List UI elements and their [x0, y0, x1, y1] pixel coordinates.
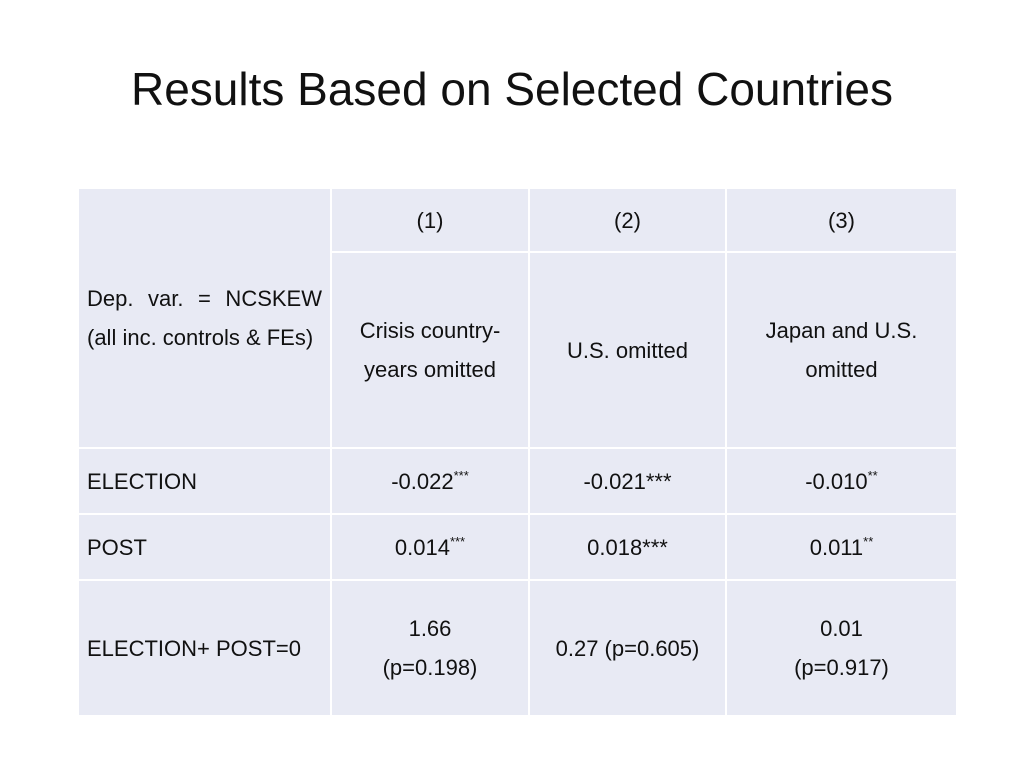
cell-election-3: -0.010** [725, 447, 958, 515]
table-row-post: POST 0.014*** 0.018*** 0.011** [77, 513, 958, 581]
column-description-2-line1: U.S. omitted [566, 337, 689, 363]
column-number-2: (2) [528, 187, 727, 253]
table-row-election: ELECTION -0.022*** -0.021*** -0.010** [77, 447, 958, 515]
column-number-3: (3) [725, 187, 958, 253]
cell-value: 0.018*** [587, 534, 668, 560]
cell-test-1-line1: 1.66 [408, 616, 452, 641]
table-description-row: Crisis country- years omitted U.S. omitt… [78, 251, 958, 449]
column-description-1-line2: years omitted [363, 357, 497, 382]
row-label-post: POST [77, 513, 332, 581]
column-number-1: (1) [330, 187, 530, 253]
cell-test-3-line1: 0.01 [820, 616, 863, 641]
cell-value: -0.010 [805, 468, 868, 494]
column-description-1: Crisis country- years omitted [330, 251, 530, 449]
results-table: Dep. var. = NCSKEW (all inc. controls & … [77, 187, 958, 717]
cell-value: -0.022 [391, 468, 454, 494]
cell-value: 0.011 [809, 534, 864, 560]
cell-test-1-line2: (p=0.198) [382, 655, 478, 680]
cell-test-2-line1: 0.27 (p=0.605) [555, 635, 700, 661]
cell-test-3-line2: (p=0.917) [794, 655, 889, 680]
column-description-2: U.S. omitted [528, 251, 727, 449]
significance-stars: ** [863, 533, 874, 549]
column-description-3-line1: Japan and U.S. [765, 318, 918, 343]
cell-test-3: 0.01 (p=0.917) [725, 579, 958, 717]
cell-test-2: 0.27 (p=0.605) [528, 579, 727, 717]
cell-election-1: -0.022*** [330, 447, 530, 515]
table-row-test: ELECTION+ POST=0 1.66 (p=0.198) 0.27 (p=… [77, 579, 958, 717]
cell-value: -0.021*** [583, 468, 672, 494]
dep-var-cell: Dep. var. = NCSKEW (all inc. controls & … [77, 187, 332, 449]
significance-stars: ** [867, 467, 878, 483]
table-header-row: Dep. var. = NCSKEW (all inc. controls & … [77, 187, 958, 449]
cell-value: 0.014 [394, 534, 450, 560]
significance-stars: *** [449, 533, 466, 549]
column-description-1-line1: Crisis country- [359, 318, 501, 343]
cell-election-2: -0.021*** [528, 447, 727, 515]
slide-title: Results Based on Selected Countries [131, 63, 893, 115]
significance-stars: *** [453, 467, 469, 483]
row-label-election: ELECTION [77, 447, 332, 515]
column-description-3: Japan and U.S. omitted [725, 251, 958, 449]
cell-test-1: 1.66 (p=0.198) [330, 579, 530, 717]
cell-post-1: 0.014*** [330, 513, 530, 581]
row-label-test: ELECTION+ POST=0 [77, 579, 332, 717]
column-description-3-line2: omitted [805, 357, 878, 382]
cell-post-2: 0.018*** [528, 513, 727, 581]
cell-post-3: 0.011** [725, 513, 958, 581]
